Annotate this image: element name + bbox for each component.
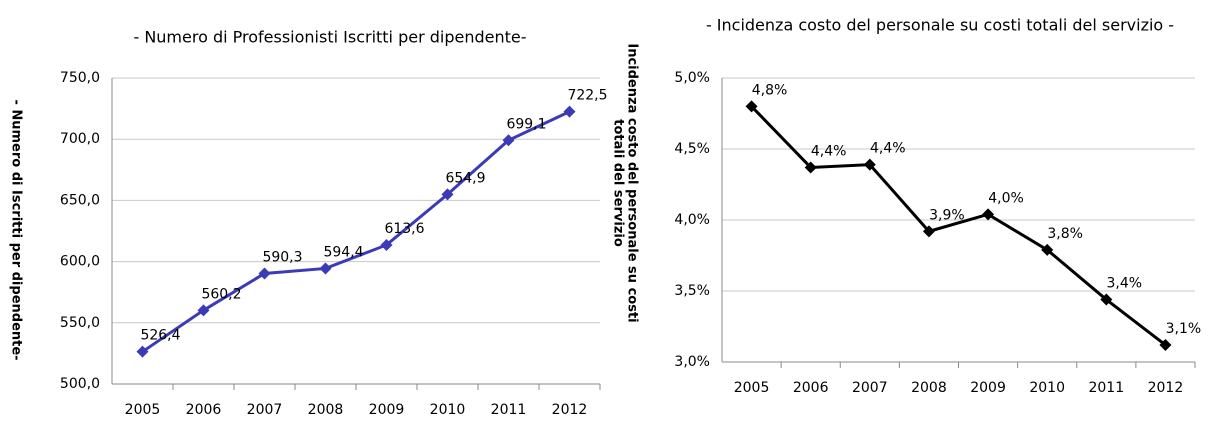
data-line [141, 110, 571, 353]
data-marker [863, 158, 876, 171]
x-tick-label: 2009 [369, 402, 405, 418]
x-tick-label: 2005 [125, 402, 161, 418]
chart-title: - Numero di Professionisti Iscritti per … [133, 28, 526, 47]
data-label: 590,3 [262, 249, 302, 265]
data-label: 699,1 [506, 116, 546, 132]
y-tick-label: 600,0 [60, 254, 100, 270]
x-tick-label: 2008 [911, 380, 947, 396]
data-marker [380, 238, 393, 251]
data-marker [804, 161, 817, 174]
y-tick-label: 3,0% [674, 354, 710, 370]
data-label: 722,5 [567, 88, 607, 104]
data-label: 594,4 [323, 244, 363, 260]
y-tick-label: 650,0 [60, 192, 100, 208]
data-marker [197, 304, 210, 317]
data-marker [1041, 243, 1054, 256]
data-marker [982, 208, 995, 221]
data-marker [1100, 293, 1113, 306]
x-tick-label: 2012 [1148, 380, 1184, 396]
data-marker [1159, 338, 1172, 351]
data-label: 3,4% [1107, 276, 1143, 292]
y-axis-label: totali del servizio [611, 119, 626, 247]
y-axis-label: Incidenza costo del personale su costi [625, 43, 640, 322]
y-tick-label: 5,0% [674, 70, 710, 86]
x-tick-label: 2010 [430, 402, 466, 418]
data-marker [563, 105, 576, 118]
data-marker [745, 100, 758, 113]
data-marker [136, 345, 149, 358]
x-tick-label: 2007 [852, 380, 888, 396]
y-tick-label: 550,0 [60, 315, 100, 331]
x-tick-label: 2005 [734, 380, 770, 396]
x-tick-label: 2008 [308, 402, 344, 418]
data-label: 4,4% [811, 143, 847, 159]
x-tick-label: 2012 [552, 402, 588, 418]
data-label: 4,0% [988, 190, 1024, 206]
y-tick-label: 500,0 [60, 376, 100, 392]
x-tick-label: 2007 [247, 402, 283, 418]
data-marker [922, 225, 935, 238]
data-label: 3,8% [1047, 226, 1083, 242]
x-tick-label: 2011 [491, 402, 527, 418]
data-marker [441, 188, 454, 201]
data-label: 613,6 [384, 221, 424, 237]
x-tick-label: 2011 [1088, 380, 1124, 396]
x-tick-label: 2006 [186, 402, 222, 418]
y-axis-label: - Numero di Iscritti per dipendente- [9, 99, 24, 360]
data-label: 526,4 [140, 328, 180, 344]
data-marker [258, 267, 271, 280]
y-tick-label: 4,0% [674, 212, 710, 228]
chart-title: - Incidenza costo del personale su costi… [706, 16, 1174, 35]
x-tick-label: 2006 [793, 380, 829, 396]
data-marker [319, 262, 332, 275]
x-tick-label: 2010 [1029, 380, 1065, 396]
data-label: 654,9 [445, 170, 485, 186]
y-tick-label: 4,5% [674, 141, 710, 157]
y-tick-label: 750,0 [60, 70, 100, 86]
data-label: 3,1% [1166, 321, 1202, 337]
y-tick-label: 700,0 [60, 131, 100, 147]
data-label: 3,9% [929, 207, 965, 223]
x-tick-label: 2009 [970, 380, 1006, 396]
data-label: 4,4% [870, 141, 906, 157]
data-marker [502, 134, 515, 147]
data-label: 560,2 [201, 286, 241, 302]
y-tick-label: 3,5% [674, 283, 710, 299]
data-line [750, 105, 1167, 347]
data-label: 4,8% [752, 82, 788, 98]
